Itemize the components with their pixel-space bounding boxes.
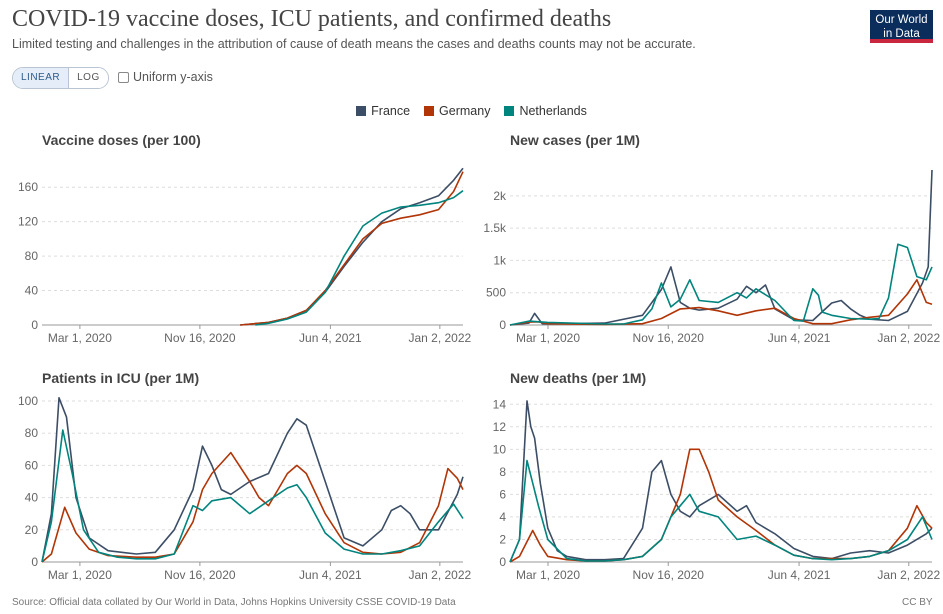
uniform-y-axis-toggle[interactable]: Uniform y-axis	[118, 70, 213, 84]
y-tick-label: 40	[25, 491, 39, 505]
x-tick-label: Nov 16, 2020	[633, 568, 705, 582]
legend-label-germany: Germany	[439, 104, 491, 118]
series-line-netherlands	[509, 459, 933, 563]
uniform-label: Uniform y-axis	[133, 70, 213, 84]
y-tick-label: 4	[499, 510, 506, 524]
legend-item-netherlands[interactable]: Netherlands	[504, 104, 587, 118]
y-tick-label: 0	[499, 318, 506, 332]
y-tick-label: 2	[499, 532, 506, 546]
y-tick-label: 60	[25, 458, 39, 472]
x-tick-label: Jun 4, 2021	[299, 568, 362, 582]
license-link[interactable]: CC BY	[902, 597, 933, 608]
series-line-netherlands	[255, 190, 464, 326]
source-note: Source: Official data collated by Our Wo…	[12, 597, 456, 608]
uniform-checkbox[interactable]	[118, 71, 129, 83]
logo-line-2: in Data	[883, 28, 920, 40]
y-tick-label: 40	[25, 284, 39, 298]
y-tick-label: 20	[25, 523, 39, 537]
panel-title: New deaths (per 1M)	[510, 370, 646, 386]
x-tick-label: Jan 2, 2022	[877, 568, 940, 582]
x-tick-label: Nov 16, 2020	[164, 568, 236, 582]
y-tick-label: 0	[499, 555, 506, 569]
series-line-germany	[41, 451, 464, 563]
series-line-france	[240, 167, 464, 326]
y-tick-label: 80	[25, 249, 39, 263]
legend: France Germany Netherlands	[0, 104, 943, 118]
y-tick-label: 2k	[493, 189, 507, 203]
y-tick-label: 0	[31, 555, 38, 569]
chart-panel-1: New cases (per 1M) 0 500 1k 1.5k 2k Mar 1, 202…	[483, 132, 940, 345]
x-tick-label: Jun 4, 2021	[299, 331, 362, 345]
panel-title: Patients in ICU (per 1M)	[42, 370, 199, 386]
legend-swatch-france	[356, 106, 367, 116]
x-tick-label: Mar 1, 2020	[48, 331, 112, 345]
y-tick-label: 120	[18, 215, 38, 229]
y-tick-label: 100	[18, 394, 38, 408]
logo-line-1: Our World	[875, 14, 928, 26]
y-tick-label: 6	[499, 487, 506, 501]
linear-scale-button[interactable]: LINEAR	[13, 68, 70, 88]
y-tick-label: 12	[493, 420, 507, 434]
log-scale-button[interactable]: LOG	[69, 68, 108, 88]
x-tick-label: Mar 1, 2020	[516, 331, 580, 345]
y-tick-label: 14	[493, 397, 507, 411]
legend-item-france[interactable]: France	[356, 104, 410, 118]
x-tick-label: Jan 2, 2022	[408, 331, 471, 345]
y-tick-label: 0	[31, 318, 38, 332]
legend-item-germany[interactable]: Germany	[424, 104, 490, 118]
series-line-germany	[509, 448, 933, 563]
chart-subtitle: Limited testing and challenges in the at…	[12, 37, 696, 51]
chart-panel-2: Patients in ICU (per 1M) 0 20 40 60 80 100 Mar …	[18, 370, 472, 582]
y-tick-label: 10	[493, 442, 507, 456]
y-tick-label: 1k	[493, 253, 507, 267]
legend-swatch-germany	[424, 106, 435, 116]
y-tick-label: 500	[486, 286, 506, 300]
x-tick-label: Jan 2, 2022	[877, 331, 940, 345]
chart-title: COVID-19 vaccine doses, ICU patients, an…	[12, 6, 612, 32]
y-tick-label: 80	[25, 426, 39, 440]
panel-title: Vaccine doses (per 100)	[42, 132, 201, 148]
x-tick-label: Mar 1, 2020	[516, 568, 580, 582]
y-tick-label: 8	[499, 465, 506, 479]
series-line-france	[509, 400, 933, 563]
y-tick-label: 1.5k	[483, 221, 507, 235]
series-line-netherlands	[509, 243, 933, 326]
series-line-france	[41, 396, 464, 563]
series-line-germany	[240, 171, 464, 326]
series-line-germany	[509, 278, 933, 326]
x-tick-label: Mar 1, 2020	[48, 568, 112, 582]
y-tick-label: 160	[18, 180, 38, 194]
legend-label-france: France	[371, 104, 411, 118]
legend-label-netherlands: Netherlands	[519, 104, 587, 118]
chart-panel-3: New deaths (per 1M) 0 2 4 6 8 10 12 14 Mar 1, 202…	[493, 370, 941, 582]
x-tick-label: Jun 4, 2021	[768, 568, 831, 582]
series-line-netherlands	[41, 429, 464, 563]
x-tick-label: Nov 16, 2020	[164, 331, 236, 345]
x-tick-label: Jan 2, 2022	[408, 568, 471, 582]
scale-toggle: LINEAR LOG	[12, 67, 109, 89]
x-tick-label: Nov 16, 2020	[633, 331, 705, 345]
chart-panel-0: Vaccine doses (per 100) 0 40 80 120 160 Mar 1,…	[18, 132, 472, 345]
owid-logo[interactable]: Our World in Data	[870, 10, 933, 43]
panel-title: New cases (per 1M)	[510, 132, 640, 148]
legend-swatch-netherlands	[504, 106, 515, 116]
x-tick-label: Jun 4, 2021	[768, 331, 831, 345]
